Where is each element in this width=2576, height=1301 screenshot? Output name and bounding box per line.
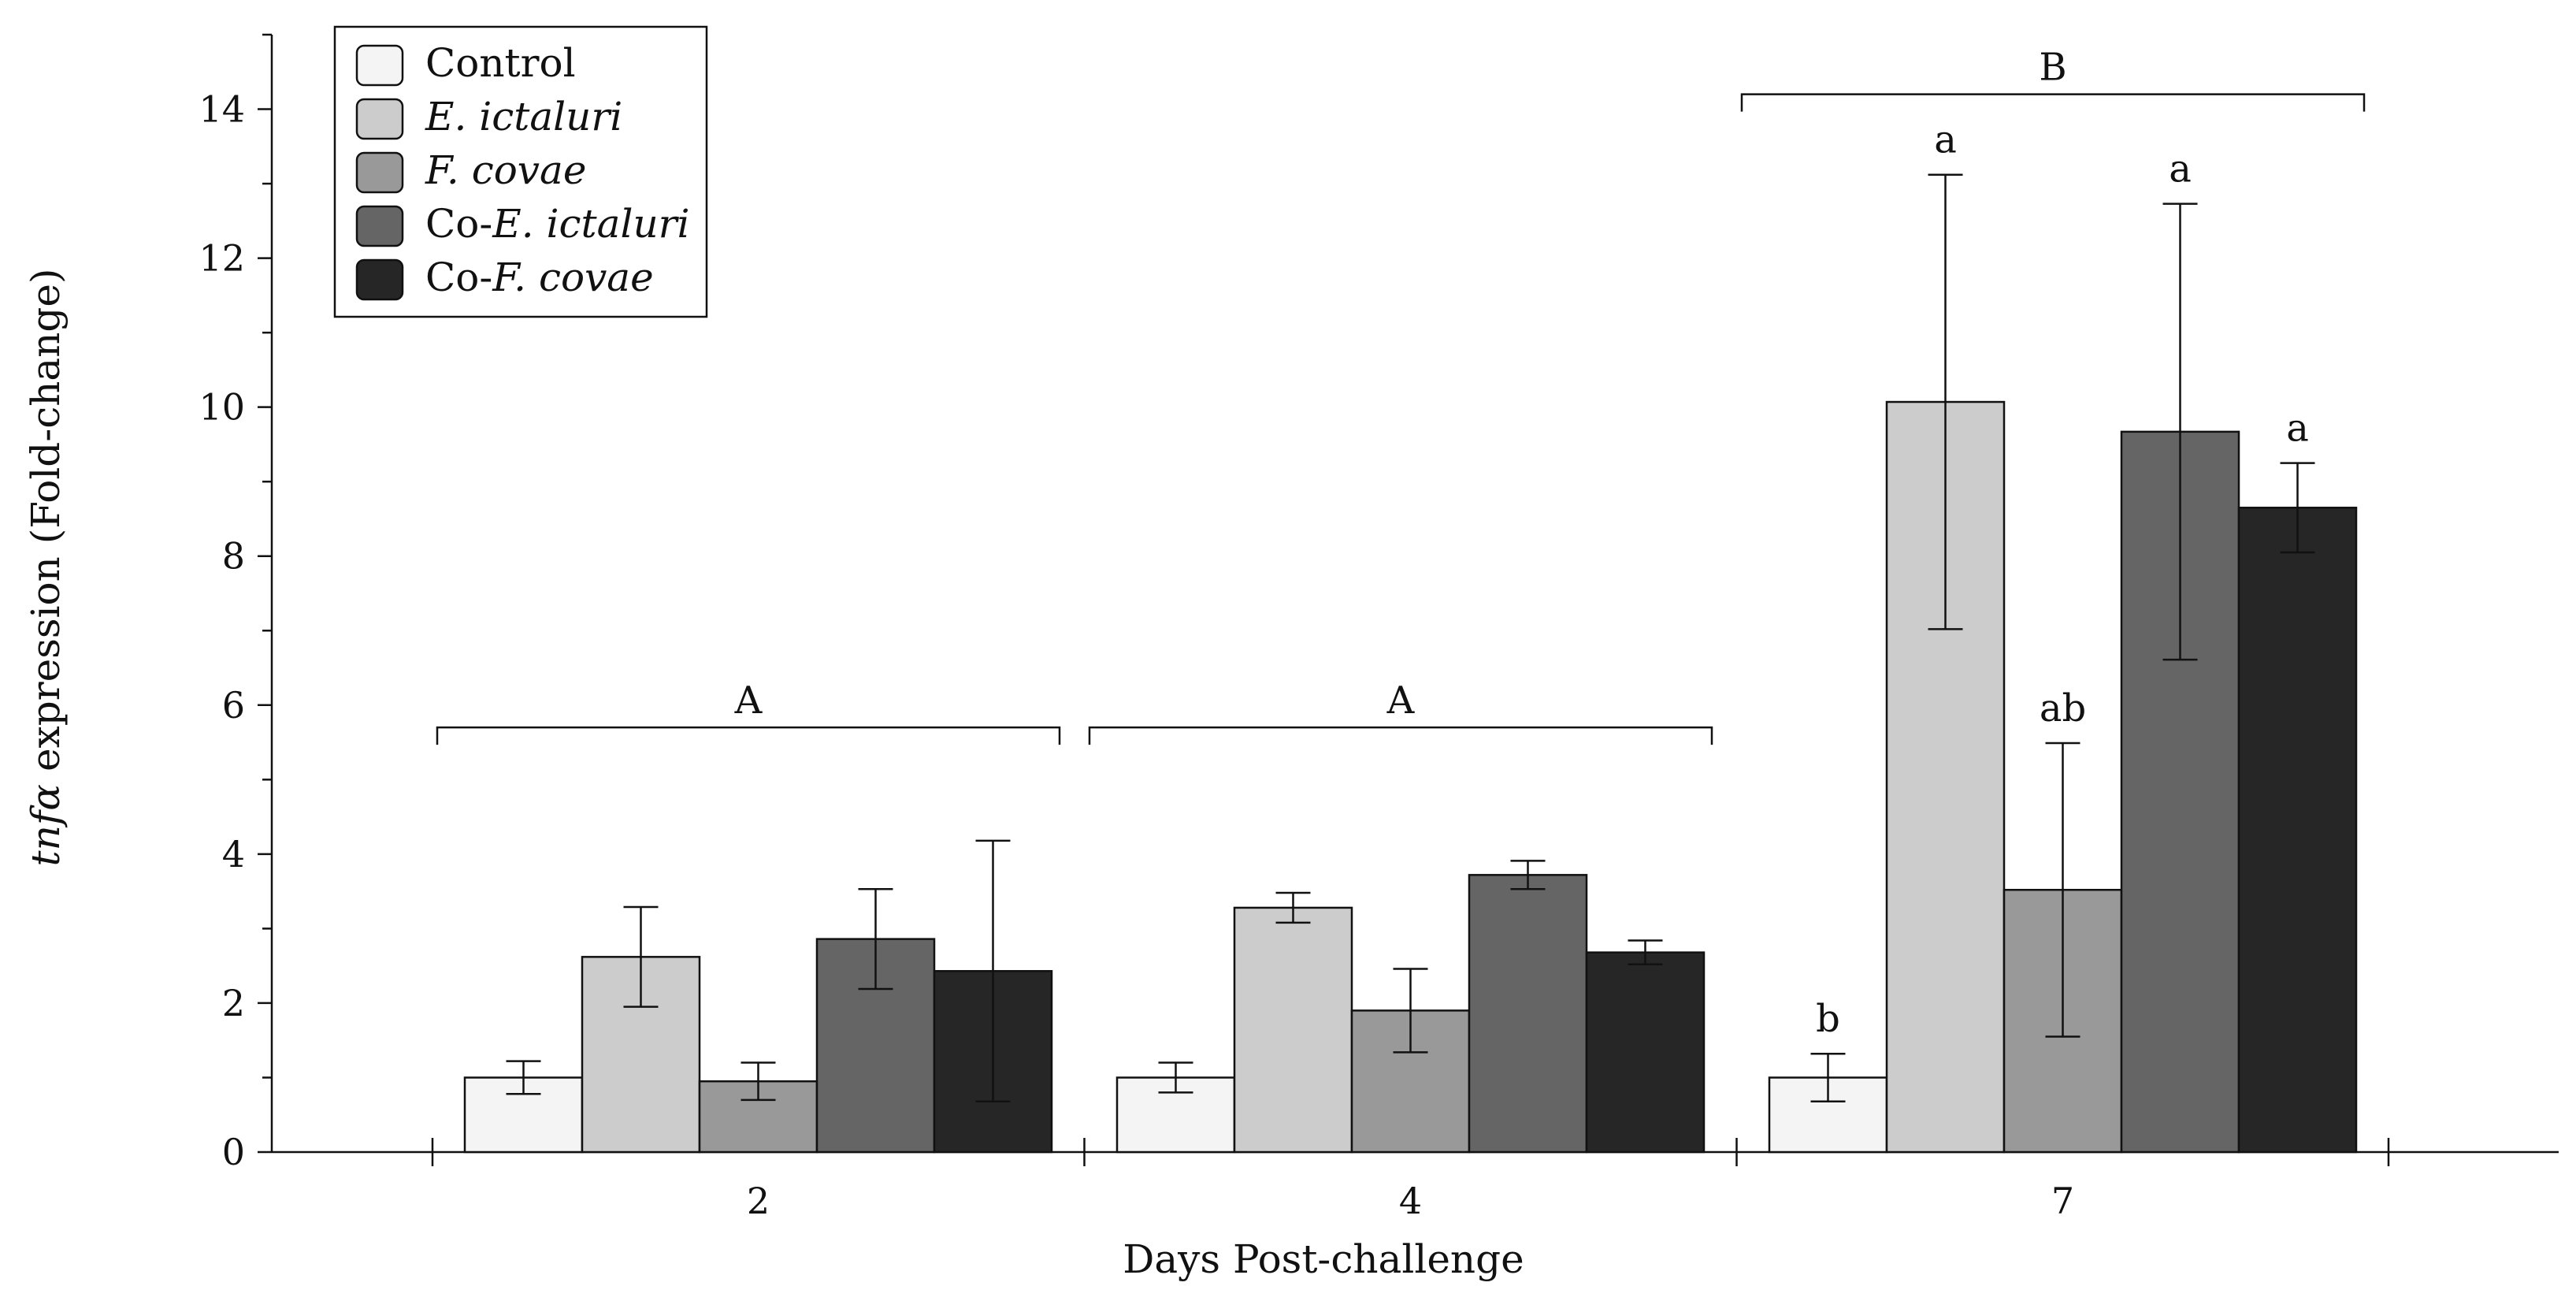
group-bracket: [1088, 726, 1713, 745]
legend-label: Co-E. ictaluri: [425, 201, 690, 247]
y-axis: 0 2 4 6 8 10 12 14: [199, 33, 273, 1173]
legend-label-prefix: Co-: [425, 255, 492, 300]
legend-label-prefix: Co-: [425, 201, 492, 247]
y-axis-title: tnfα expression (Fold-change): [23, 268, 69, 866]
y-tick-label: 4: [222, 833, 245, 875]
y-tick-label: 14: [199, 88, 245, 131]
bar-co-f-covae-day-4: [1585, 951, 1706, 1154]
legend-label: Control: [425, 40, 576, 86]
x-axis-title: Days Post-challenge: [1123, 1236, 1524, 1282]
legend-swatch: [355, 151, 404, 194]
bar-letter: ab: [2040, 686, 2086, 730]
legend-swatch: [355, 44, 404, 87]
legend-label: E. ictaluri: [425, 94, 622, 139]
y-axis-title-italic: tnfα: [23, 784, 69, 867]
legend-label-italic: F. covae: [492, 255, 653, 300]
x-tick-label: 2: [747, 1180, 770, 1222]
y-tick-label: 12: [199, 237, 245, 280]
x-tick-label: 4: [1399, 1180, 1422, 1222]
group-letter: A: [734, 678, 763, 723]
legend-label: F. covae: [425, 147, 586, 193]
group-bracket: [1740, 93, 2366, 112]
legend-label-italic: E. ictaluri: [492, 201, 689, 247]
legend-swatch: [355, 205, 404, 247]
bar-co-f-covae-day-7: [2237, 507, 2358, 1154]
group-letter: B: [2039, 46, 2066, 90]
legend-label-italic: E. ictaluri: [425, 94, 622, 139]
legend-label: Co-F. covae: [425, 255, 654, 300]
bar-letter: a: [2169, 147, 2192, 191]
y-tick-label: 8: [222, 535, 245, 578]
y-tick-label: 2: [222, 982, 245, 1024]
y-tick-label: 10: [199, 386, 245, 429]
bar-e-ictaluri-day-4: [1233, 906, 1353, 1154]
legend-swatch: [355, 98, 404, 140]
y-tick-label: 6: [222, 684, 245, 727]
bars: [463, 173, 2358, 1154]
y-axis-title-rest: expression (Fold-change): [23, 268, 69, 783]
group-bracket: [436, 726, 1061, 745]
group-letter: A: [1386, 678, 1416, 723]
bar-letter: b: [1816, 997, 1840, 1041]
legend-swatch: [355, 258, 404, 301]
bar-letter: a: [2286, 407, 2309, 451]
bar-co-e-ictaluri-day-4: [1468, 874, 1588, 1154]
legend-label-italic: F. covae: [425, 147, 586, 193]
bar-letter: a: [1934, 118, 1957, 162]
x-tick-label: 7: [2051, 1180, 2074, 1222]
y-tick-label: 0: [222, 1131, 245, 1173]
annotations: A A Bb a ab a a: [436, 46, 2366, 1041]
